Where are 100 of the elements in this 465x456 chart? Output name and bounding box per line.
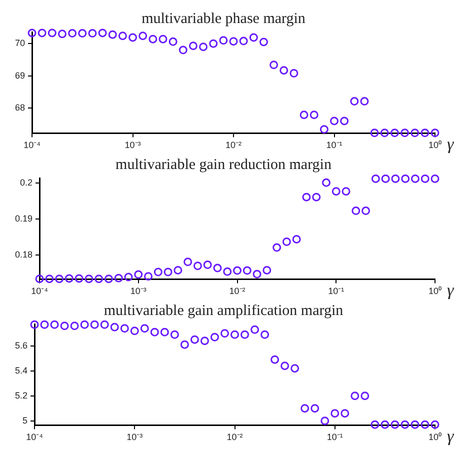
point bbox=[410, 128, 420, 138]
point bbox=[332, 187, 340, 196]
point bbox=[138, 32, 148, 40]
point bbox=[134, 270, 143, 279]
point bbox=[68, 29, 77, 38]
point bbox=[292, 234, 301, 244]
chart-title: multivariable gain reduction margin bbox=[116, 156, 332, 173]
point bbox=[203, 260, 212, 270]
point bbox=[209, 39, 218, 48]
point bbox=[420, 420, 430, 429]
point bbox=[259, 38, 268, 46]
point bbox=[320, 416, 330, 426]
point bbox=[35, 274, 44, 284]
point bbox=[84, 274, 94, 284]
point bbox=[174, 266, 182, 274]
chart-title: multivariable phase margin bbox=[142, 10, 306, 27]
point bbox=[370, 420, 380, 429]
y-tick-label: 70 bbox=[14, 38, 26, 48]
point bbox=[350, 392, 360, 400]
y-tick-label: 0.2 bbox=[20, 178, 33, 188]
point bbox=[239, 36, 248, 46]
x-tick-label: 10⁻¹ bbox=[326, 432, 343, 442]
point bbox=[360, 392, 370, 400]
point bbox=[50, 320, 59, 329]
point bbox=[193, 262, 202, 270]
point bbox=[220, 329, 229, 338]
point bbox=[230, 330, 240, 339]
point bbox=[401, 174, 410, 183]
x-tick-label: 10⁻³ bbox=[126, 432, 143, 442]
point bbox=[242, 266, 252, 275]
point bbox=[104, 274, 113, 284]
x-tick-label: 10⁻² bbox=[226, 432, 243, 442]
point bbox=[262, 266, 272, 274]
point bbox=[330, 116, 339, 126]
point bbox=[160, 328, 169, 336]
x-tick-label: 10⁻¹ bbox=[328, 286, 344, 296]
point bbox=[350, 97, 359, 106]
point bbox=[381, 174, 390, 183]
point bbox=[330, 409, 340, 418]
point bbox=[362, 206, 370, 216]
point bbox=[280, 66, 288, 75]
point bbox=[124, 272, 133, 282]
x-tick-label: 10⁰ bbox=[428, 286, 442, 296]
x-tick-label: 10⁻² bbox=[229, 286, 246, 296]
point bbox=[213, 264, 222, 272]
point bbox=[58, 30, 66, 38]
point bbox=[140, 324, 149, 333]
point bbox=[114, 274, 123, 282]
point bbox=[290, 69, 298, 78]
point bbox=[70, 322, 79, 330]
point bbox=[100, 320, 109, 329]
point bbox=[410, 174, 420, 183]
point bbox=[310, 110, 318, 120]
point bbox=[342, 187, 350, 196]
point bbox=[118, 32, 127, 40]
y-tick-label: 69 bbox=[14, 70, 26, 80]
x-tick-label: 10⁻³ bbox=[130, 286, 146, 296]
point bbox=[64, 274, 74, 283]
point bbox=[260, 330, 270, 339]
y-tick-label: 5.2 bbox=[14, 390, 28, 400]
point bbox=[320, 125, 328, 134]
point bbox=[352, 206, 360, 216]
x-axis-title: γ bbox=[447, 280, 455, 300]
point bbox=[94, 274, 104, 284]
point bbox=[90, 320, 99, 329]
point bbox=[184, 258, 192, 266]
point bbox=[128, 33, 138, 42]
x-tick-label: 10⁻² bbox=[226, 140, 242, 150]
point bbox=[88, 29, 97, 38]
point bbox=[340, 116, 349, 126]
point bbox=[223, 267, 232, 276]
point bbox=[150, 328, 159, 336]
point bbox=[390, 420, 400, 429]
point bbox=[178, 46, 188, 54]
y-tick-label: 5 bbox=[22, 415, 28, 426]
point bbox=[370, 128, 379, 138]
point bbox=[282, 237, 291, 246]
point bbox=[391, 174, 400, 183]
point bbox=[430, 174, 440, 183]
point bbox=[158, 34, 168, 44]
x-tick-label: 10⁻¹ bbox=[326, 140, 342, 150]
point bbox=[380, 128, 389, 138]
point bbox=[199, 42, 208, 52]
x-tick-label: 10⁻⁴ bbox=[31, 286, 48, 296]
point bbox=[110, 322, 119, 332]
y-tick-label: 5.6 bbox=[14, 340, 28, 350]
point bbox=[249, 33, 258, 42]
point bbox=[340, 409, 350, 418]
point bbox=[98, 28, 107, 38]
point bbox=[40, 320, 49, 329]
point bbox=[164, 268, 172, 276]
y-tick-label: 0.19 bbox=[14, 214, 33, 224]
point bbox=[200, 336, 209, 346]
point bbox=[240, 330, 250, 339]
point bbox=[130, 326, 139, 336]
x-tick-label: 10⁰ bbox=[428, 140, 442, 150]
point bbox=[170, 330, 179, 339]
point bbox=[108, 30, 117, 39]
point bbox=[310, 404, 320, 413]
point bbox=[280, 362, 290, 370]
